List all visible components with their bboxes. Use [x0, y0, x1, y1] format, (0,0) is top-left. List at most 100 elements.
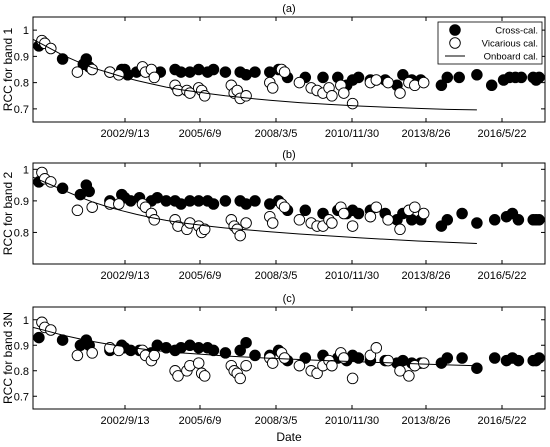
- vicarious-cal-point: [394, 365, 406, 377]
- vicarious-cal-point: [417, 76, 430, 89]
- vicarious-cal-point: [382, 354, 394, 367]
- cross-cal-point: [512, 214, 525, 226]
- vicarious-cal-point: [370, 74, 383, 86]
- cross-cal-point: [512, 354, 525, 367]
- vicarious-cal-point: [293, 359, 306, 372]
- x-tick-label: 2010/11/30: [325, 270, 379, 282]
- cross-cal-point: [456, 352, 468, 364]
- vicarious-cal-point: [417, 207, 430, 220]
- vicarious-cal-point: [364, 349, 377, 362]
- vicarious-cal-point: [71, 204, 84, 217]
- vicarious-cal-point: [278, 352, 291, 364]
- y-tick-label: 1: [23, 315, 29, 327]
- series-open-circle: [36, 316, 430, 385]
- legend-filled-swatch: [449, 24, 461, 36]
- legend-entry-label: Onboard cal.: [484, 52, 538, 63]
- y-tick-label: 0.8: [14, 227, 29, 239]
- x-axis-label: Date: [276, 430, 302, 444]
- series-line: [32, 326, 477, 367]
- cross-cal-point: [352, 71, 365, 84]
- panel-1: (a) RCC for band 10.7 0.8 0.9 1 2002/9/13 2005…: [1, 3, 546, 140]
- legend-entry-label: Vicarious cal.: [482, 39, 538, 50]
- plot-frame: [32, 16, 546, 123]
- vicarious-cal-point: [113, 69, 125, 81]
- cross-cal-point: [317, 71, 329, 84]
- cross-cal-point: [299, 204, 312, 217]
- vicarious-cal-point: [192, 357, 205, 369]
- vicarious-cal-point: [234, 229, 246, 242]
- cross-cal-point: [441, 71, 454, 84]
- x-tick-label: 2002/9/13: [101, 415, 150, 427]
- x-tick-label: 2010/11/30: [325, 415, 379, 427]
- vicarious-cal-point: [113, 344, 125, 357]
- y-tick-label: 0.9: [14, 340, 29, 352]
- vicarious-cal-point: [338, 352, 350, 364]
- x-tick-label: 2013/8/26: [402, 415, 451, 427]
- x-tick-label: 2013/8/26: [402, 128, 451, 140]
- y-axis-label: RCC for band 1: [1, 27, 15, 111]
- cross-cal-point: [207, 63, 220, 76]
- cross-cal-point: [485, 79, 498, 92]
- cross-cal-point: [352, 207, 365, 220]
- cross-cal-point: [219, 66, 232, 78]
- cross-cal-point: [515, 71, 528, 84]
- vicarious-cal-point: [148, 349, 161, 362]
- vicarious-cal-point: [370, 342, 383, 354]
- series-line: [32, 176, 477, 244]
- cross-cal-point: [219, 195, 232, 207]
- cross-cal-point: [488, 352, 501, 364]
- vicarious-cal-point: [370, 201, 383, 213]
- vicarious-cal-point: [278, 66, 291, 78]
- cross-cal-point: [533, 214, 545, 226]
- series-open-circle: [36, 166, 430, 242]
- x-tick-label: 2016/5/22: [478, 128, 527, 140]
- vicarious-cal-point: [394, 87, 406, 99]
- vicarious-cal-point: [403, 370, 415, 382]
- vicarious-cal-point: [278, 201, 291, 213]
- x-tick-label: 2002/9/13: [101, 270, 150, 282]
- x-tick-label: 2010/11/30: [325, 128, 379, 140]
- vicarious-cal-point: [293, 214, 306, 226]
- cross-cal-point: [234, 344, 246, 357]
- x-tick-label: 2008/3/5: [255, 415, 298, 427]
- cross-cal-point: [471, 217, 483, 229]
- vicarious-cal-point: [266, 357, 279, 369]
- cross-cal-point: [33, 331, 45, 344]
- legend: Cross-cal. Vicarious cal. Onboard cal.: [437, 21, 543, 65]
- vicarious-cal-point: [86, 347, 98, 359]
- y-tick-label: 0.9: [14, 51, 29, 63]
- vicarious-cal-point: [45, 324, 57, 336]
- vicarious-cal-point: [266, 217, 279, 229]
- cross-cal-point: [441, 352, 454, 364]
- y-tick-label: 0.7: [14, 104, 29, 116]
- cross-cal-point: [397, 69, 409, 81]
- cross-cal-point: [456, 207, 468, 220]
- cross-cal-point: [249, 66, 261, 78]
- vicarious-cal-point: [71, 349, 84, 362]
- vicarious-cal-point: [382, 76, 394, 89]
- series-open-circle: [36, 34, 430, 110]
- vicarious-cal-point: [382, 214, 394, 226]
- y-tick-label: 0.8: [14, 78, 29, 90]
- y-axis-label: RCC for band 2: [1, 171, 15, 255]
- x-tick-label: 2005/6/9: [179, 128, 222, 140]
- vicarious-cal-point: [346, 372, 359, 385]
- y-tick-label: 1: [23, 164, 29, 176]
- panel-2: (b) RCC for band 20.8 0.9 1 2002/9/13 2005/6/…: [1, 149, 546, 282]
- y-tick-label: 0.9: [14, 196, 29, 208]
- panel-3: (c) RCC for band 3N0.7 0.8 0.9 1 2002/9/13 200…: [1, 293, 546, 444]
- x-tick-label: 2016/5/22: [478, 415, 527, 427]
- vicarious-cal-point: [326, 359, 338, 372]
- vicarious-cal-point: [240, 359, 252, 372]
- vicarious-cal-point: [234, 372, 246, 385]
- x-tick-label: 2005/6/9: [179, 415, 222, 427]
- vicarious-cal-point: [326, 90, 338, 102]
- y-tick-label: 0.7: [14, 391, 29, 403]
- vicarious-cal-point: [113, 198, 125, 210]
- x-tick-label: 2005/6/9: [179, 270, 222, 282]
- cross-cal-point: [240, 336, 252, 349]
- series-filled-circle: [33, 176, 545, 232]
- plot-frame: [32, 306, 546, 410]
- vicarious-cal-point: [71, 66, 84, 78]
